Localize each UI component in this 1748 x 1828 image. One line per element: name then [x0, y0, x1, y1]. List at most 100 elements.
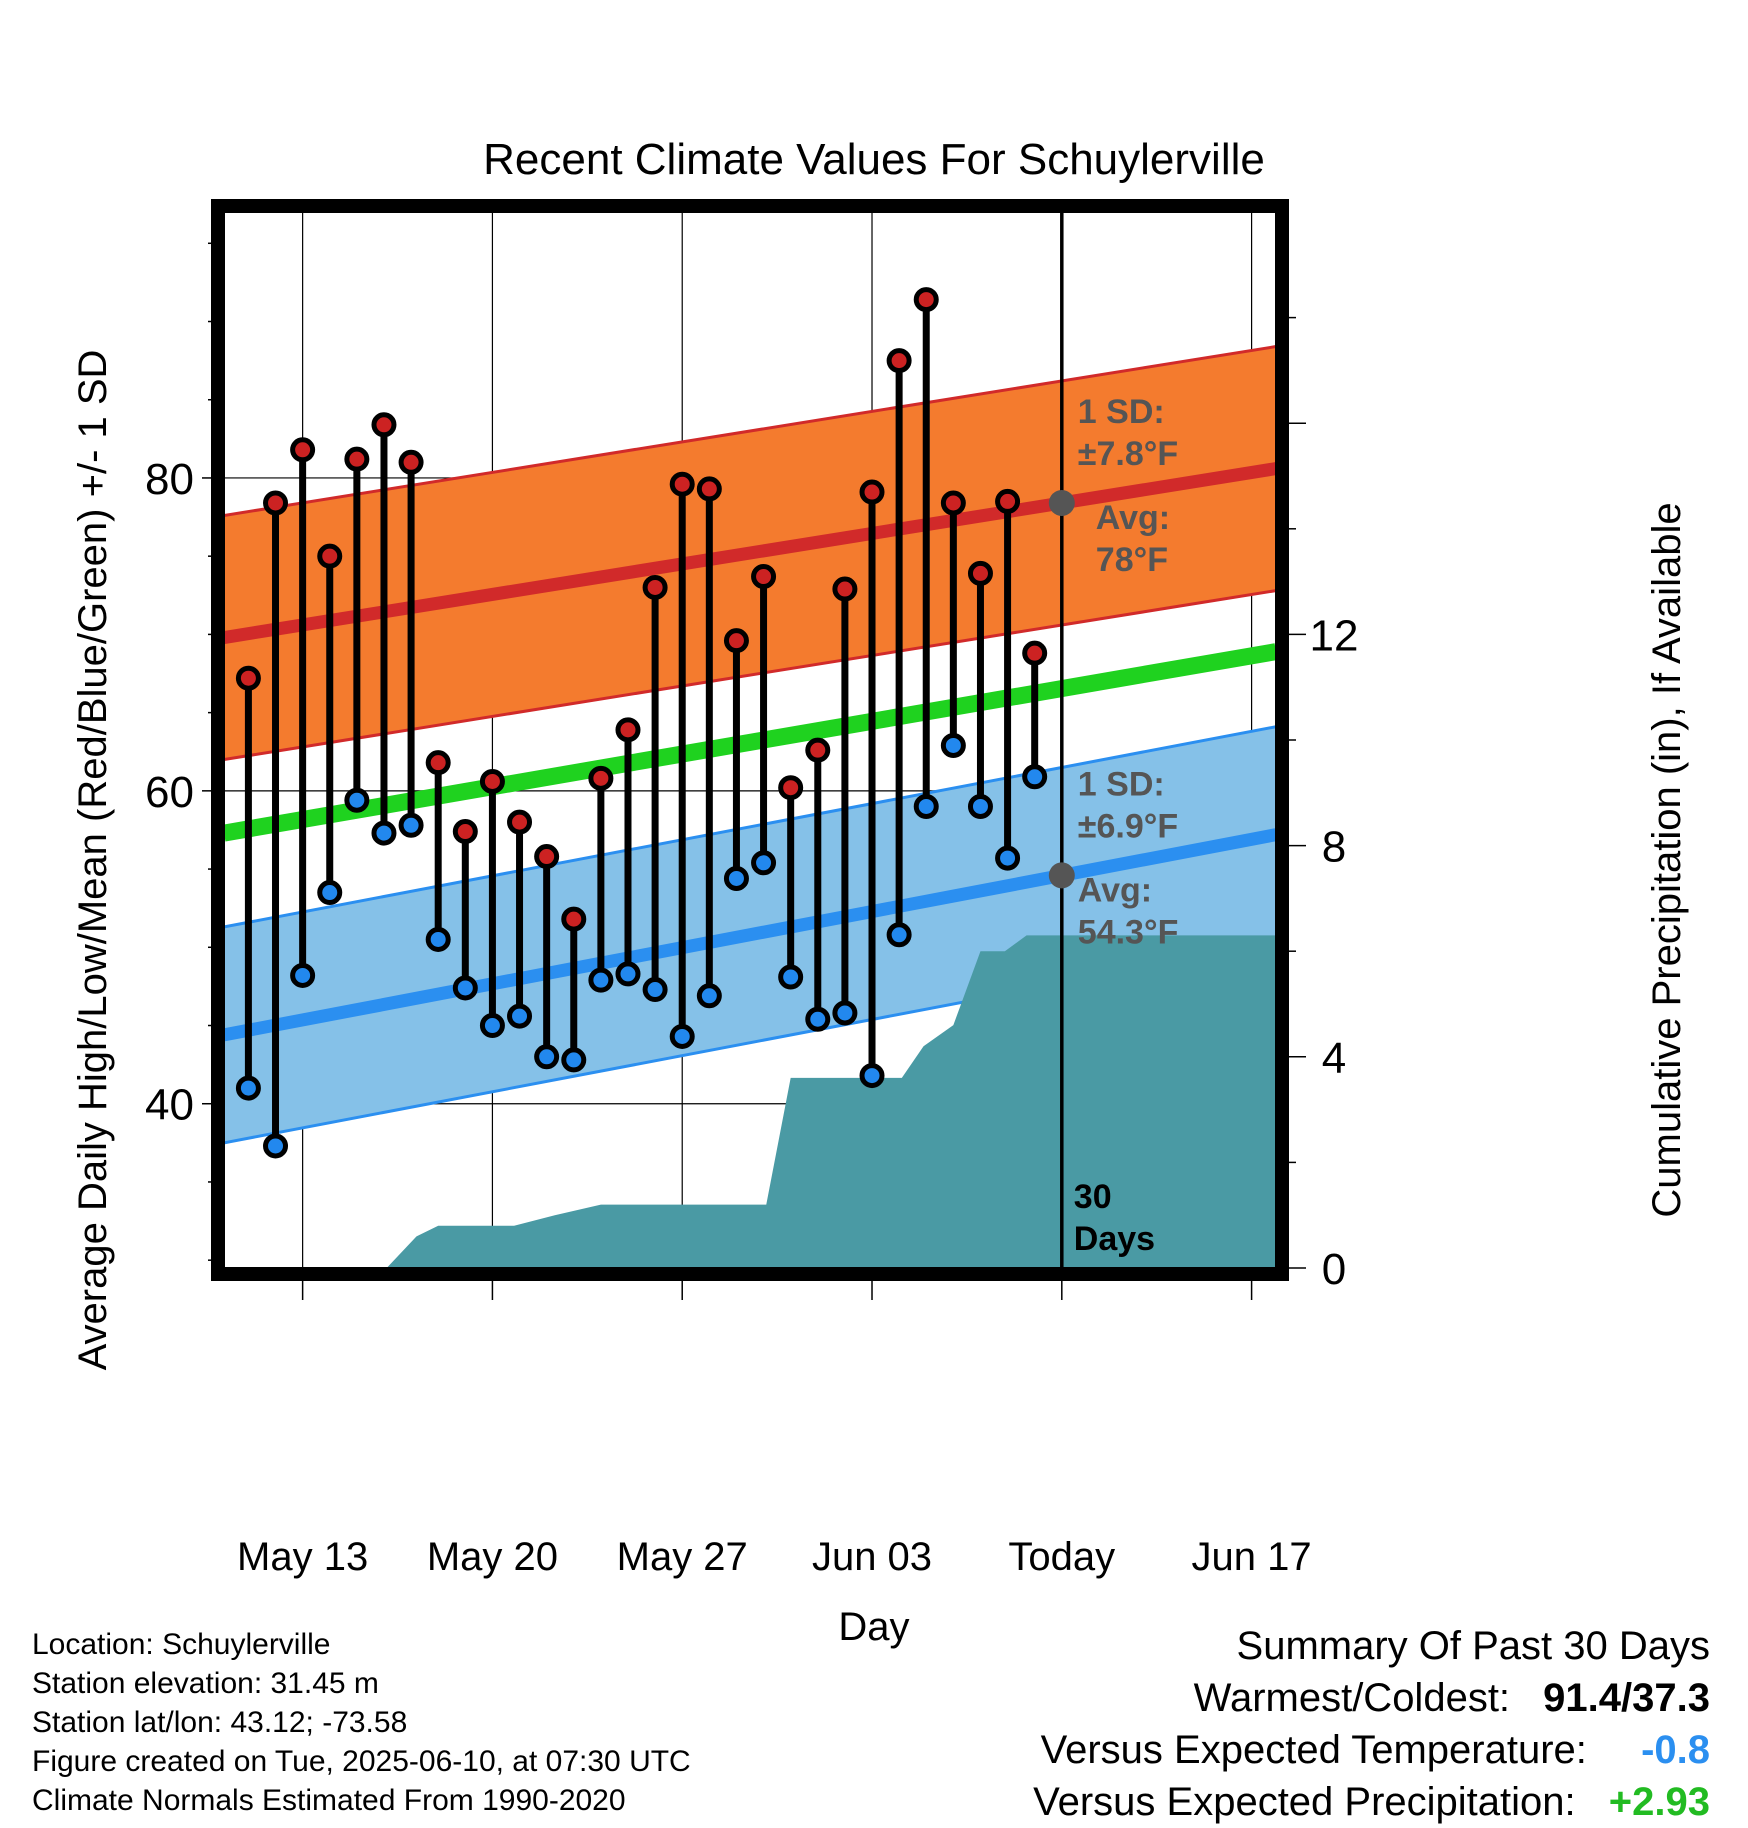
low-point	[317, 880, 343, 906]
high-sd-band-upper-edge	[224, 345, 1276, 517]
high-point	[588, 765, 614, 791]
high-avg-value: 78°F	[1096, 541, 1168, 579]
low-point	[751, 850, 777, 876]
normal-mean-line	[224, 643, 1276, 842]
high-sd-label: 1 SD:	[1078, 393, 1165, 431]
elevation-text: Station elevation: 31.45 m	[32, 1667, 379, 1700]
y-axis-label: Average Daily High/Low/Mean (Red/Blue/Gr…	[71, 350, 115, 1371]
plot-area: 1 SD: ±7.8°F Avg: 78°F 1 SD: ±6.9°F Avg: 54.3°F…	[145, 199, 1359, 1579]
high-point	[859, 479, 885, 505]
high-point	[452, 819, 478, 845]
high-point	[371, 412, 397, 438]
created-text: Figure created on Tue, 2025-06-10, at 07…	[32, 1745, 691, 1778]
low-sd-label: 1 SD:	[1078, 765, 1165, 803]
summary-temp-row: Versus Expected Temperature: -0.8	[1033, 1724, 1710, 1776]
high-point	[290, 437, 316, 463]
precip-area	[386, 935, 1276, 1268]
warm-cold-value: 91.4/37.3	[1543, 1676, 1710, 1720]
window-label-days: Days	[1074, 1220, 1155, 1258]
location-text: Location: Schuylerville	[32, 1628, 331, 1661]
x-tick-label: May 20	[427, 1535, 558, 1579]
normals-text: Climate Normals Estimated From 1990-2020	[32, 1784, 626, 1817]
low-point	[235, 1075, 261, 1101]
low-point	[615, 961, 641, 987]
y-tick-label: 60	[145, 768, 194, 817]
y2-tick-label: 4	[1322, 1034, 1346, 1083]
warm-cold-label: Warmest/Coldest:	[1193, 1676, 1511, 1720]
high-point	[344, 446, 370, 472]
temp-value: -0.8	[1641, 1728, 1710, 1772]
high-point	[642, 574, 668, 600]
low-point	[723, 865, 749, 891]
high-point	[751, 564, 777, 590]
low-avg-marker	[1048, 862, 1075, 889]
high-point	[1022, 640, 1048, 666]
low-point	[398, 812, 424, 838]
x-tick-label: May 13	[237, 1535, 368, 1579]
high-point	[534, 844, 560, 870]
low-point	[886, 922, 912, 948]
low-point	[696, 983, 722, 1009]
high-point	[696, 476, 722, 502]
high-point	[615, 717, 641, 743]
summary-warm-cold-row: Warmest/Coldest: 91.4/37.3	[1033, 1672, 1710, 1724]
low-avg-label: Avg:	[1078, 871, 1152, 909]
high-point	[479, 768, 505, 794]
y-tick-label: 40	[145, 1081, 194, 1130]
high-point	[723, 628, 749, 654]
y2-tick-label: 12	[1310, 611, 1359, 660]
plot-content: 1 SD: ±7.8°F Avg: 78°F 1 SD: ±6.9°F Avg: 54.3°F…	[224, 212, 1276, 1268]
low-point	[642, 977, 668, 1003]
high-sd-value: ±7.8°F	[1078, 435, 1178, 473]
low-point	[778, 964, 804, 990]
low-avg-value: 54.3°F	[1078, 913, 1179, 951]
high-point	[886, 348, 912, 374]
y2-tick-label: 0	[1322, 1245, 1346, 1294]
y2-tick-label: 8	[1322, 823, 1346, 872]
high-point	[263, 490, 289, 516]
low-point	[371, 820, 397, 846]
low-point	[290, 962, 316, 988]
window-label-number: 30	[1074, 1178, 1112, 1216]
low-sd-band-upper-edge	[224, 725, 1276, 929]
high-avg-label: Avg:	[1096, 499, 1170, 537]
low-point	[1022, 764, 1048, 790]
chart-title: Recent Climate Values For Schuylerville	[483, 135, 1265, 184]
summary-title: Summary Of Past 30 Days	[1236, 1624, 1710, 1668]
x-tick-label: Today	[1008, 1535, 1115, 1579]
high-point	[235, 665, 261, 691]
x-tick-label: May 27	[617, 1535, 748, 1579]
low-point	[507, 1003, 533, 1029]
high-sd-band-lower-edge	[224, 589, 1276, 762]
low-point	[344, 787, 370, 813]
plot-frame	[211, 199, 1289, 1281]
x-axis-label: Day	[838, 1605, 909, 1649]
low-point	[995, 845, 1021, 871]
low-point	[940, 732, 966, 758]
high-point	[805, 737, 831, 763]
x-tick-label: Jun 03	[812, 1535, 932, 1579]
low-point	[832, 1000, 858, 1026]
high-point	[317, 543, 343, 569]
x-tick-label: Jun 17	[1192, 1535, 1312, 1579]
high-point	[669, 471, 695, 497]
low-point	[561, 1047, 587, 1073]
low-point	[534, 1044, 560, 1070]
summary-precip-row: Versus Expected Precipitation: +2.93	[1033, 1776, 1710, 1828]
normal-low-line	[224, 828, 1276, 1042]
high-point	[913, 287, 939, 313]
low-point	[263, 1133, 289, 1159]
summary-panel: Summary Of Past 30 Days Warmest/Coldest:…	[1033, 1620, 1710, 1828]
low-point	[588, 967, 614, 993]
precip-label: Versus Expected Precipitation:	[1033, 1780, 1576, 1824]
low-point	[452, 975, 478, 1001]
y2-axis-label: Cumulative Precipitation (in), If Availa…	[1645, 502, 1689, 1217]
low-point	[479, 1013, 505, 1039]
high-point	[995, 488, 1021, 514]
y-tick-label: 80	[145, 455, 194, 504]
low-point	[967, 793, 993, 819]
low-point	[425, 926, 451, 952]
high-point	[398, 449, 424, 475]
high-point	[507, 809, 533, 835]
